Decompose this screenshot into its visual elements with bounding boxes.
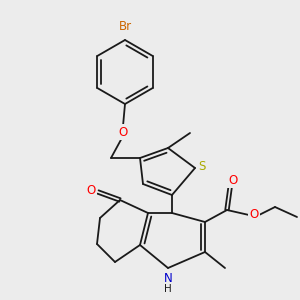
Text: Br: Br [118, 20, 132, 34]
Text: H: H [164, 284, 172, 294]
Text: O: O [228, 173, 238, 187]
Text: O: O [118, 125, 127, 139]
Text: S: S [198, 160, 206, 172]
Text: O: O [249, 208, 259, 220]
Text: N: N [164, 272, 172, 284]
Text: O: O [86, 184, 96, 197]
